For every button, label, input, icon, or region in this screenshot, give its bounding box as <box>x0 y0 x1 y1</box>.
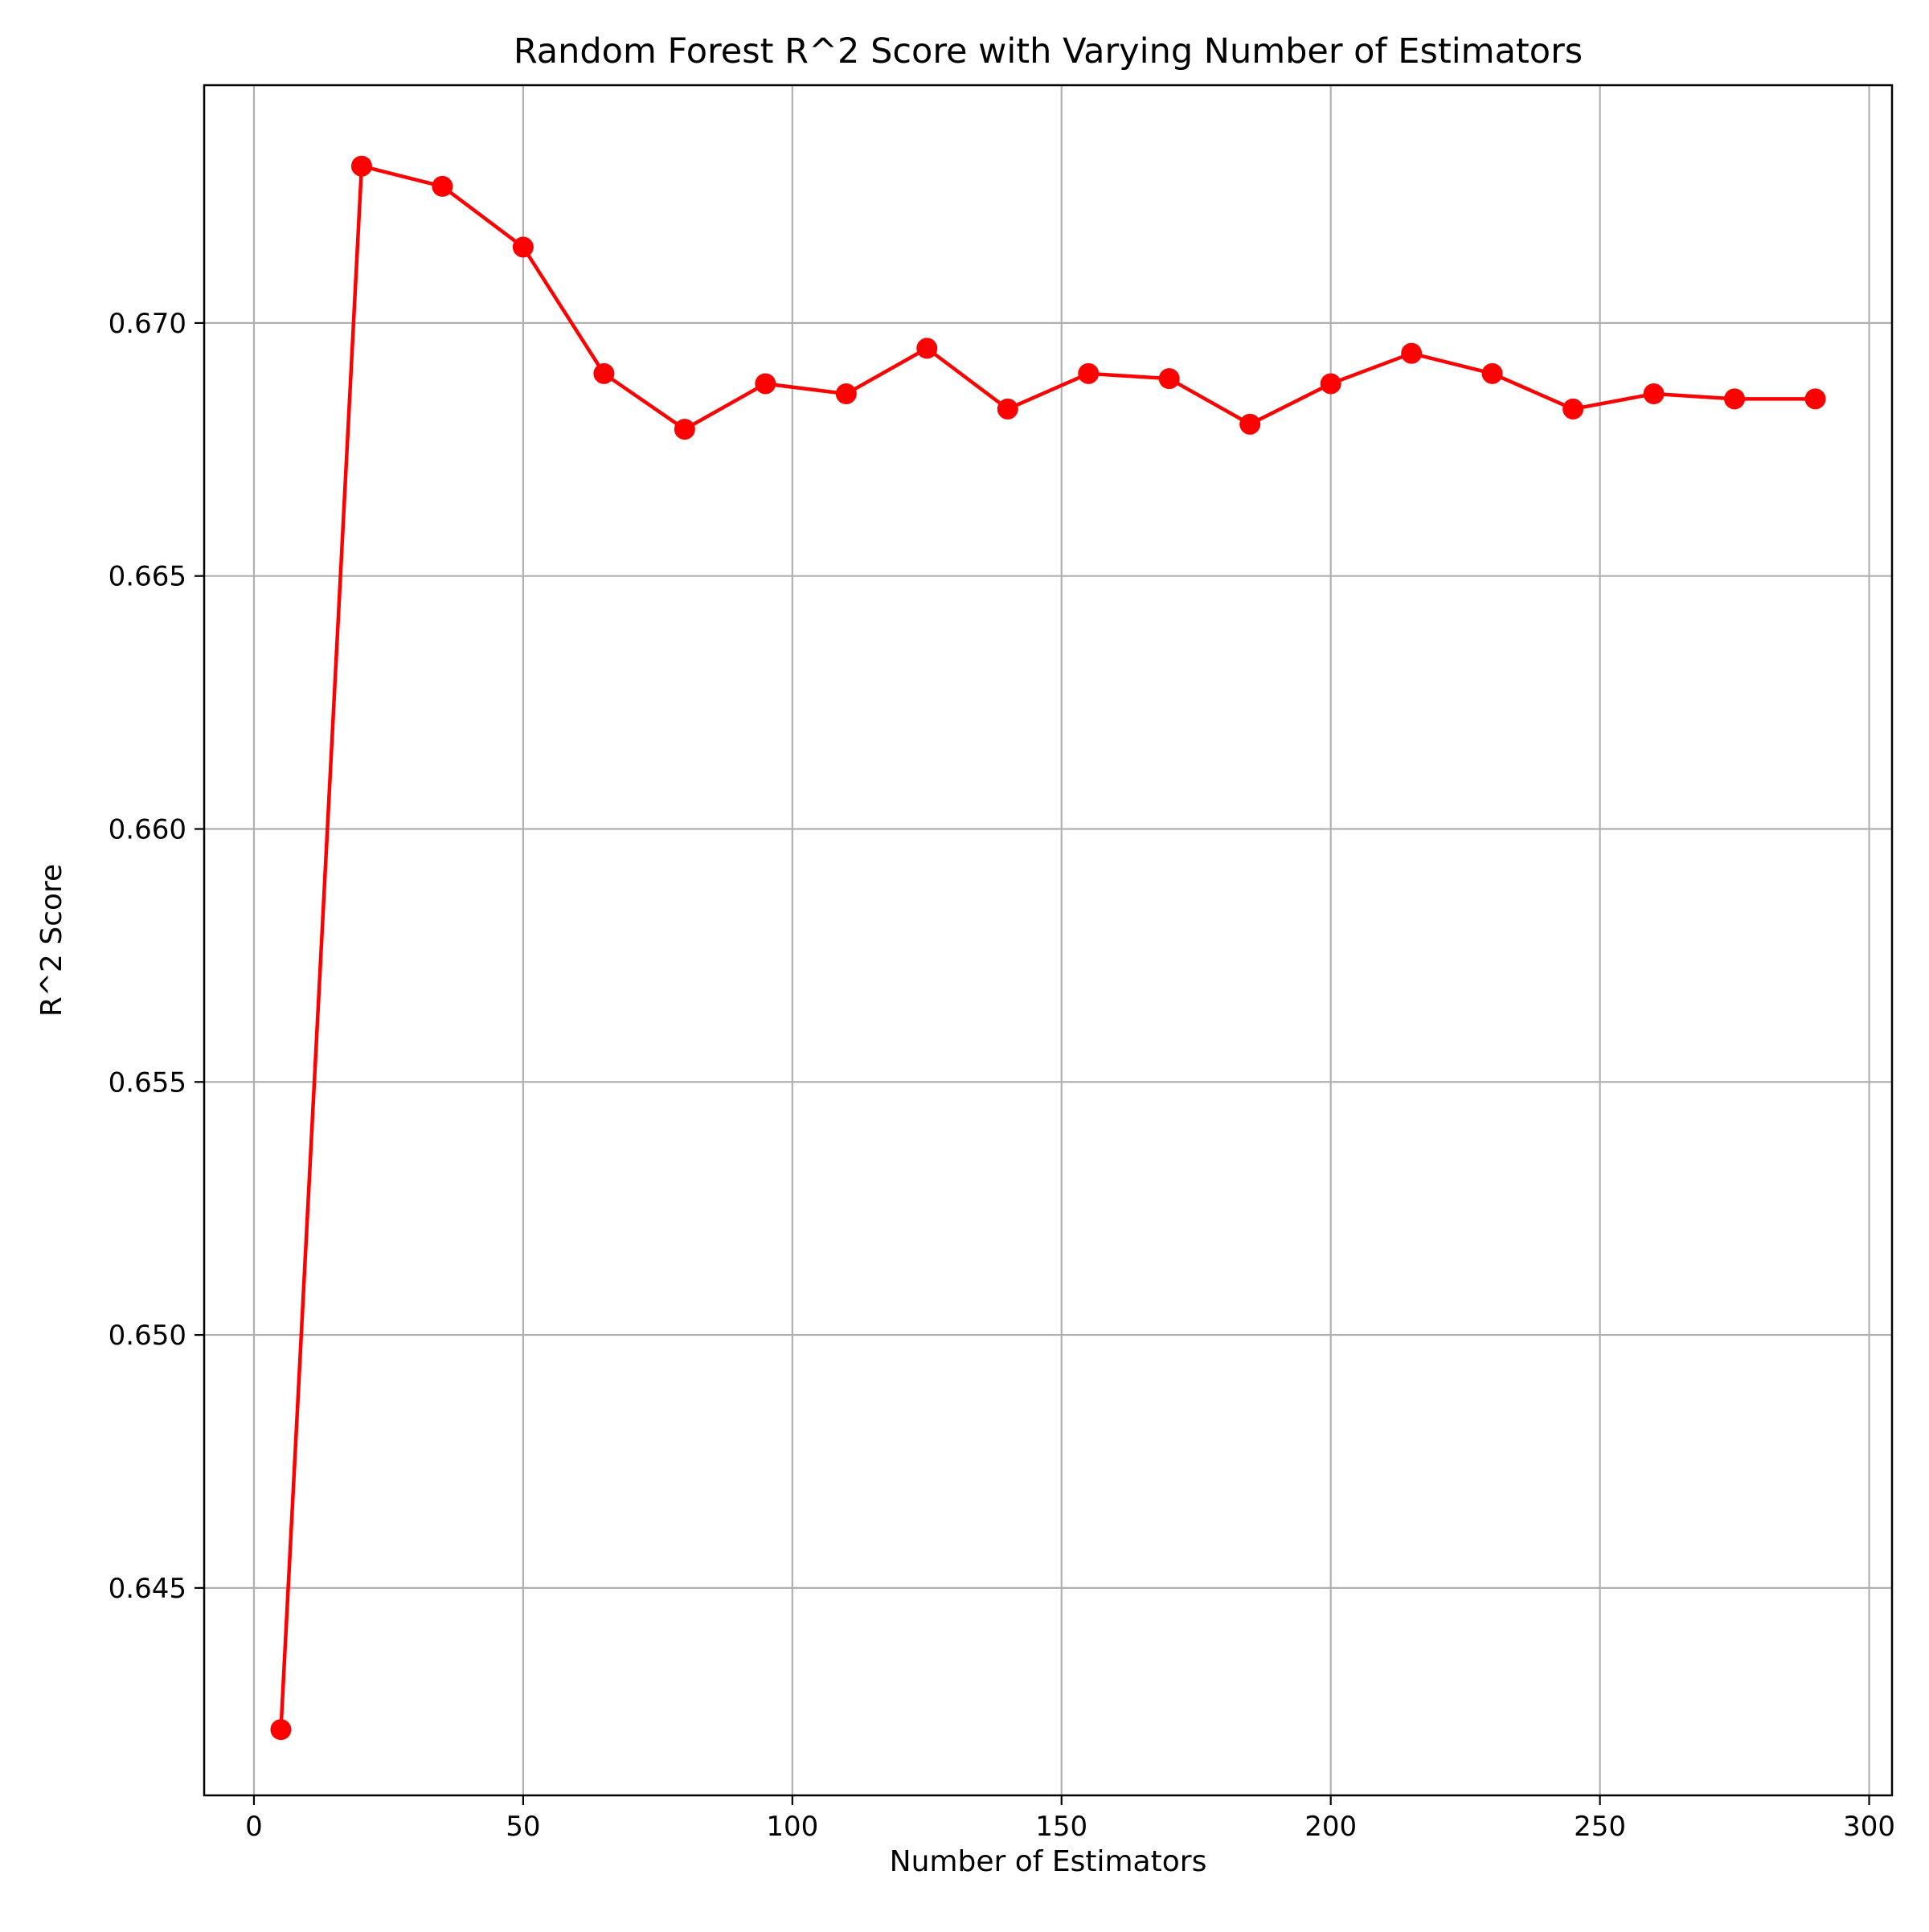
y-tick-label: 0.665 <box>109 561 186 593</box>
data-point <box>1078 362 1100 384</box>
data-point <box>1239 413 1261 435</box>
y-tick-label: 0.655 <box>109 1066 186 1099</box>
y-tick-label: 0.650 <box>109 1320 186 1352</box>
x-tick-label: 150 <box>1035 1811 1087 1843</box>
data-point <box>1481 362 1503 384</box>
data-point <box>1401 342 1423 364</box>
data-point <box>755 373 776 395</box>
y-tick-label: 0.670 <box>109 308 186 340</box>
data-point <box>1320 373 1341 395</box>
x-tick-label: 0 <box>245 1811 263 1843</box>
data-point <box>432 175 453 197</box>
x-tick-label: 250 <box>1574 1811 1626 1843</box>
chart-title: Random Forest R^2 Score with Varying Num… <box>514 31 1583 72</box>
plot-frame <box>203 84 1894 1797</box>
data-point <box>997 398 1018 420</box>
data-point <box>350 155 372 177</box>
data-point <box>1643 383 1665 405</box>
data-point <box>270 1719 292 1741</box>
data-point <box>1724 388 1746 410</box>
data-point <box>1158 368 1180 390</box>
data-point <box>1562 398 1584 420</box>
series-line <box>279 164 1817 1732</box>
x-tick-label: 50 <box>506 1811 540 1843</box>
x-axis-label: Number of Estimators <box>890 1845 1207 1878</box>
data-point <box>835 383 857 405</box>
grid <box>204 85 1892 1795</box>
data-point <box>593 362 615 384</box>
data-point <box>916 338 938 359</box>
y-axis-label: R^2 Score <box>35 864 68 1017</box>
x-tick-label: 300 <box>1843 1811 1895 1843</box>
axis-ticks: 0 50 100 150 200 250 300 0.645 0.650 0.655 0.660 0.… <box>109 308 1895 1843</box>
series-layer <box>270 155 1826 1741</box>
data-point <box>512 236 534 258</box>
data-point <box>1804 388 1826 410</box>
x-tick-label: 200 <box>1304 1811 1357 1843</box>
x-tick-label: 100 <box>766 1811 818 1843</box>
y-tick-label: 0.660 <box>109 813 186 845</box>
y-tick-label: 0.645 <box>109 1573 186 1605</box>
data-point <box>674 419 695 440</box>
